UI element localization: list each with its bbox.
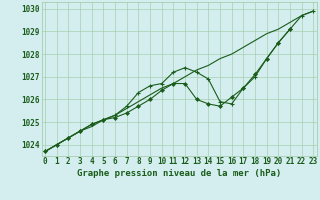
X-axis label: Graphe pression niveau de la mer (hPa): Graphe pression niveau de la mer (hPa) <box>77 169 281 178</box>
